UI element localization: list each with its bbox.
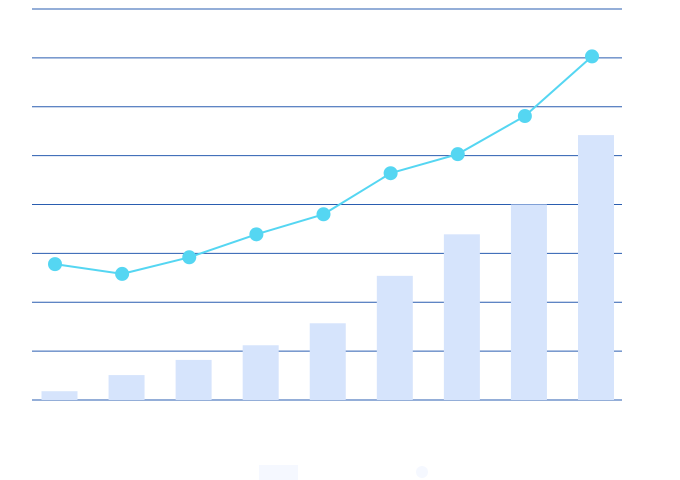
data-point[interactable] [182,250,197,265]
legend [259,465,428,480]
bar[interactable] [242,345,279,400]
data-point[interactable] [249,227,264,242]
bar[interactable] [578,135,614,400]
data-point[interactable] [585,49,599,64]
bar[interactable] [376,275,413,400]
legend-swatch-bar[interactable] [259,465,298,480]
bar[interactable] [309,323,346,400]
bar[interactable] [510,204,547,401]
data-point[interactable] [48,257,62,272]
bar[interactable] [108,375,145,400]
bar-series [41,135,614,401]
legend-swatch-line[interactable] [416,466,428,478]
bar[interactable] [175,359,212,400]
gridlines [32,8,622,401]
data-point[interactable] [383,166,398,181]
data-point[interactable] [115,266,130,281]
data-point[interactable] [517,109,532,124]
line-series [48,49,599,281]
data-point[interactable] [316,207,331,222]
data-point[interactable] [450,147,465,162]
bar[interactable] [443,234,480,400]
bar[interactable] [41,391,78,400]
